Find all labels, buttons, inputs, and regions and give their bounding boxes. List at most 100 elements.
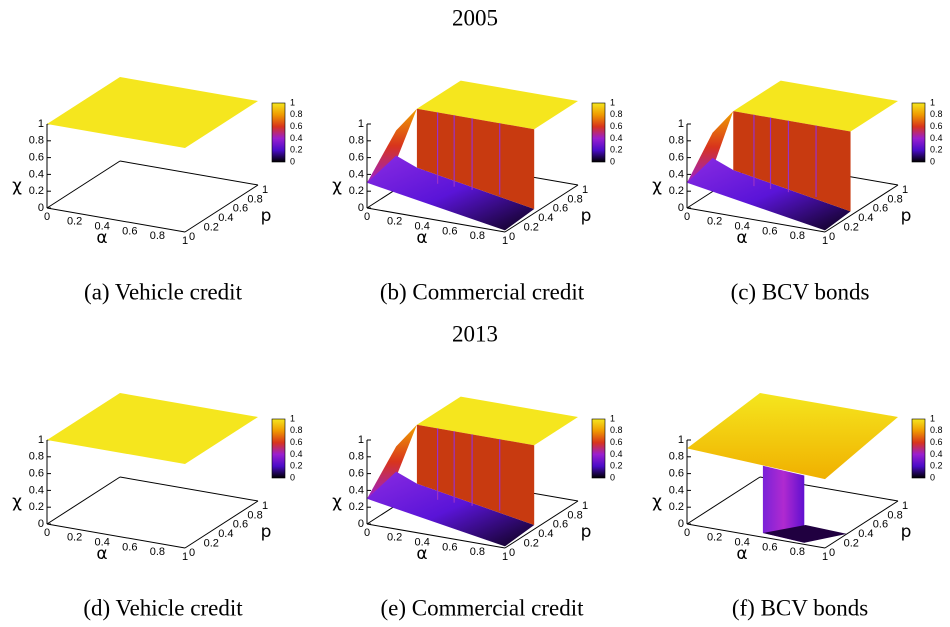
p-tick-label: 0.4 xyxy=(538,212,553,224)
colorbar-tick-label: 0 xyxy=(290,472,295,482)
panel-caption: (f) BCV bonds xyxy=(732,595,868,620)
p-tick-label: 0 xyxy=(189,547,195,559)
colorbar-tick-label: 0.8 xyxy=(930,109,943,119)
surface-top xyxy=(733,80,898,132)
z-tick-label: 0.2 xyxy=(349,185,364,197)
p-tick-label: 1 xyxy=(262,500,268,512)
surface-top xyxy=(416,80,578,130)
p-tick-label: 0.8 xyxy=(567,193,582,205)
z-tick-label: 0.6 xyxy=(29,152,44,164)
z-axis-label: χ xyxy=(652,176,662,196)
colorbar-tick-label: 0.2 xyxy=(930,145,943,155)
p-tick-label: 0.2 xyxy=(844,538,859,550)
z-tick-label: 1 xyxy=(38,434,44,446)
z-axis-label: χ xyxy=(332,176,342,196)
z-tick-label: 1 xyxy=(358,434,364,446)
alpha-tick-label: 1 xyxy=(182,235,188,247)
p-tick-label: 0.8 xyxy=(247,509,262,521)
axis-line xyxy=(824,500,899,549)
alpha-tick-label: 0.2 xyxy=(387,216,402,228)
axis-line xyxy=(686,207,826,233)
alpha-tick-label: 0 xyxy=(364,527,370,539)
z-tick-label: 1 xyxy=(358,118,364,130)
colorbar-tick-label: 0 xyxy=(610,472,615,482)
p-tick-label: 0.8 xyxy=(887,509,902,521)
z-tick-label: 0.8 xyxy=(669,451,684,463)
x-axis-label: α xyxy=(96,228,107,248)
p-tick-label: 0.6 xyxy=(873,519,888,531)
colorbar-tick-label: 0.2 xyxy=(290,461,303,471)
z-tick-label: 0 xyxy=(358,518,364,530)
x-axis-label: α xyxy=(736,228,747,248)
surface-ramp xyxy=(367,424,417,499)
z-tick-label: 0.4 xyxy=(669,168,684,180)
colorbar-tick-label: 1 xyxy=(610,97,615,107)
panel-caption: (a) Vehicle credit xyxy=(84,279,243,304)
alpha-tick-label: 0.2 xyxy=(707,216,722,228)
colorbar-tick-label: 0.4 xyxy=(610,133,623,143)
colorbar-tick-label: 1 xyxy=(930,97,935,107)
x-axis-label: α xyxy=(96,544,107,564)
colorbar-tick-label: 0.6 xyxy=(610,437,623,447)
x-axis-label: α xyxy=(416,228,427,248)
alpha-tick-label: 1 xyxy=(502,235,508,247)
alpha-tick-label: 0.2 xyxy=(707,532,722,544)
alpha-tick-label: 0.8 xyxy=(150,230,165,242)
colorbar-tick-label: 0.6 xyxy=(930,437,943,447)
colorbar xyxy=(271,418,286,479)
z-tick-label: 0 xyxy=(358,202,364,214)
alpha-tick-label: 0.4 xyxy=(735,537,750,549)
p-tick-label: 0.4 xyxy=(858,212,873,224)
alpha-tick-label: 0.4 xyxy=(415,221,430,233)
p-tick-label: 1 xyxy=(582,500,588,512)
panel-caption: (e) Commercial credit xyxy=(380,595,584,620)
colorbar-tick-label: 0.8 xyxy=(290,425,303,435)
p-tick-label: 0.2 xyxy=(204,222,219,234)
z-tick-label: 0.8 xyxy=(349,135,364,147)
colorbar-tick-label: 0.6 xyxy=(930,121,943,131)
colorbar-tick-label: 0.4 xyxy=(290,133,303,143)
y-axis-label: p xyxy=(901,522,912,542)
alpha-tick-label: 0.6 xyxy=(442,541,457,553)
p-tick-label: 1 xyxy=(262,184,268,196)
colorbar-tick-label: 0.6 xyxy=(290,437,303,447)
alpha-tick-label: 1 xyxy=(502,551,508,563)
panel-caption: (c) BCV bonds xyxy=(731,279,870,304)
p-tick-label: 0.2 xyxy=(524,222,539,234)
axis-line xyxy=(119,160,259,186)
p-tick-label: 0.2 xyxy=(524,538,539,550)
colorbar-tick-label: 0.8 xyxy=(610,109,623,119)
p-tick-label: 0 xyxy=(509,547,515,559)
p-tick-label: 1 xyxy=(902,184,908,196)
z-tick-label: 0.4 xyxy=(349,484,364,496)
colorbar-tick-label: 0.4 xyxy=(930,449,943,459)
alpha-tick-label: 0 xyxy=(684,527,690,539)
z-tick-label: 0.2 xyxy=(669,185,684,197)
axis-line xyxy=(686,523,826,549)
axis-line xyxy=(119,476,259,502)
colorbar-tick-label: 0.4 xyxy=(610,449,623,459)
p-tick-label: 0.6 xyxy=(553,203,568,215)
z-tick-label: 0.6 xyxy=(349,152,364,164)
surface xyxy=(47,393,258,464)
axis-line xyxy=(184,500,259,549)
alpha-tick-label: 0.2 xyxy=(67,532,82,544)
z-tick-label: 1 xyxy=(678,434,684,446)
axis-line xyxy=(824,184,899,233)
p-tick-label: 0.8 xyxy=(247,193,262,205)
z-tick-label: 0.8 xyxy=(669,135,684,147)
colorbar xyxy=(591,102,606,163)
axis-line xyxy=(366,523,506,549)
colorbar-tick-label: 0 xyxy=(290,156,295,166)
p-tick-label: 0.2 xyxy=(204,538,219,550)
colorbar-tick-label: 0.6 xyxy=(610,121,623,131)
y-axis-label: p xyxy=(261,522,272,542)
z-tick-label: 0 xyxy=(678,518,684,530)
z-tick-label: 0.6 xyxy=(669,152,684,164)
p-tick-label: 0.2 xyxy=(844,222,859,234)
p-tick-label: 0.4 xyxy=(218,212,233,224)
surface-wall xyxy=(733,111,851,212)
surface-ramp xyxy=(687,111,734,183)
z-tick-label: 0.8 xyxy=(29,451,44,463)
